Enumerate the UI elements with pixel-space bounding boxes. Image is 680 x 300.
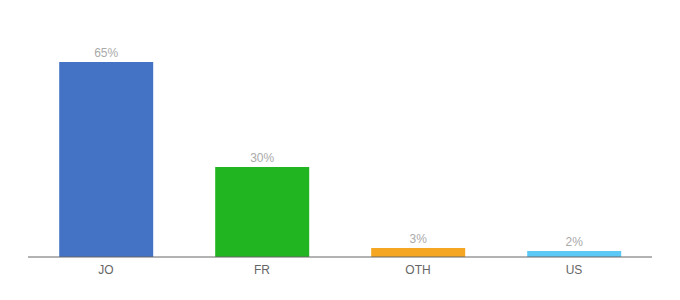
svg-text:3%: 3% (410, 232, 428, 246)
svg-text:FR: FR (254, 263, 270, 277)
svg-text:2%: 2% (566, 235, 584, 249)
svg-text:US: US (566, 263, 583, 277)
svg-text:65%: 65% (94, 46, 118, 60)
svg-text:OTH: OTH (405, 263, 430, 277)
svg-text:30%: 30% (250, 151, 274, 165)
svg-text:JO: JO (98, 263, 113, 277)
